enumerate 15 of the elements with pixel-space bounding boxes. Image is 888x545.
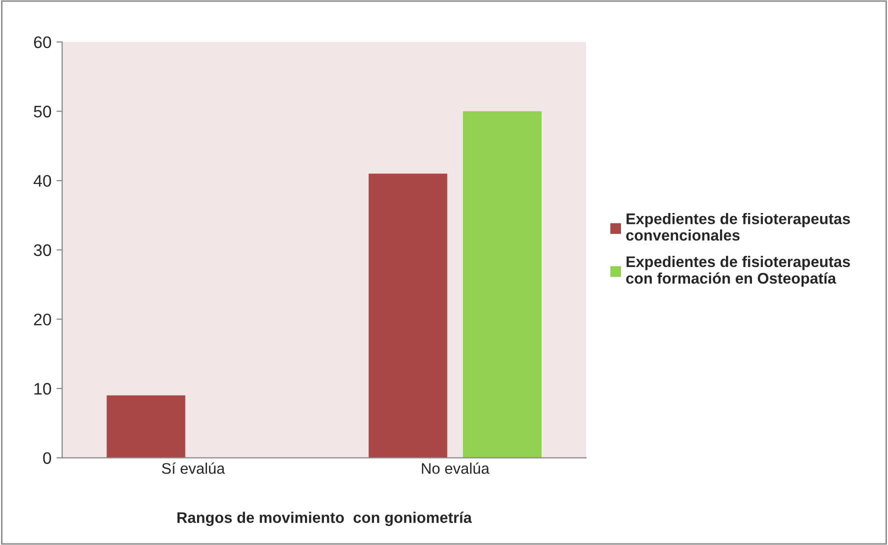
y-tick-label: 10 [34,382,52,395]
x-tick-label: No evalúa [422,462,490,474]
legend-label: Expedientes de fisioterapeutas con formación en Osteopatía [626,256,850,287]
y-tick-label: 60 [34,36,52,48]
y-tick-label: 0 [43,452,52,464]
y-tick-label: 40 [34,174,52,187]
y-tick-label: 50 [34,106,52,118]
legend-label: Expedientes de fisioterapeutas convencionales [626,212,850,241]
x-tick-label: Sí evalúa [162,462,225,474]
x-axis-title: Rangos de movimiento con goniometría [177,512,472,526]
y-tick-label: 30 [34,244,52,256]
bar [462,111,542,458]
bar [368,174,448,458]
bar [106,395,186,458]
y-tick-label: 20 [34,314,52,326]
